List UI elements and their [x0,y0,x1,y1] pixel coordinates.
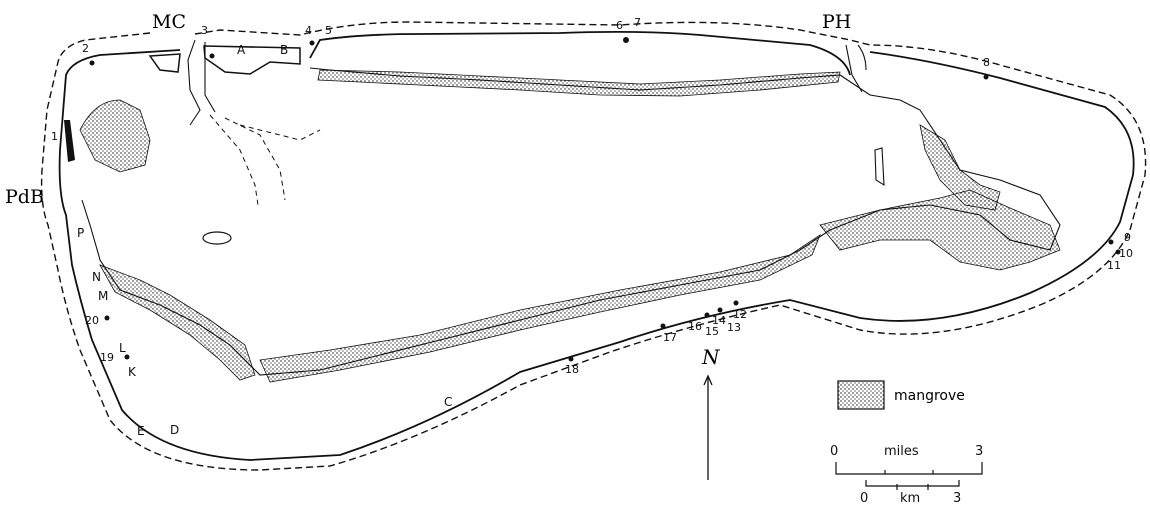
site-number-8: 8 [983,56,990,69]
channel-dashed-2 [224,117,286,201]
north-arrow-symbol: N [701,345,721,369]
letter-marker-d: D [170,423,179,437]
site-number-18: 18 [565,363,579,376]
site-number-12: 12 [733,308,747,321]
mangrove-patch-northeast [919,124,1001,211]
channel-dashed-1 [209,114,259,206]
mangrove-patch-west [79,99,151,173]
channel-mc-2 [204,42,216,113]
site-number-17: 17 [663,331,677,344]
site-number-3: 3 [201,24,208,37]
lagoon-islet [202,231,232,245]
site-dots [64,37,1121,362]
legend-swatch-mangrove [837,380,885,410]
north-arrow: N [701,345,721,480]
scale-km-max: 3 [953,491,961,506]
site-number-2: 2 [82,42,89,55]
northwest-islet [148,53,181,73]
site-number-5: 5 [325,24,332,37]
legend-label-mangrove: mangrove [894,388,965,404]
lagoon-islet [874,147,885,187]
site-number-15: 15 [705,325,719,338]
scale-miles-label: miles [884,444,919,459]
place-label-ph: PH [822,11,851,33]
place-label-pdb: PdB [5,186,44,208]
letter-marker-e: E [137,424,145,438]
reef-rim-line [58,49,1135,461]
letter-marker-c: C [444,395,452,409]
scale-km-label: km [900,491,920,506]
site-number-20: 20 [85,314,99,327]
mangrove-patch-north [317,69,841,97]
channel-dashed-3 [239,124,321,141]
site-number-16: 16 [688,320,702,333]
letter-marker-m: M [98,289,108,303]
scale-miles-min: 0 [830,444,838,459]
letter-marker-b: B [280,43,288,57]
letter-marker-l: L [119,341,126,355]
letter-marker-p: P [77,226,84,240]
mangrove-patch-south [259,233,821,383]
channel-mc [187,39,201,126]
channel-ph-2 [857,44,867,71]
letter-marker-a: A [237,43,246,57]
site-number-19: 19 [100,351,114,364]
site-number-7: 7 [634,16,641,29]
scale-km-min: 0 [860,491,868,506]
site-number-9: 9 [1124,231,1131,244]
scale-miles-max: 3 [975,444,983,459]
letter-marker-k: K [128,365,137,379]
legend: mangrove [837,380,965,410]
reef-rim-north [309,30,851,76]
mangrove-patch-southwest [99,264,256,381]
site-number-4: 4 [305,24,312,37]
site-number-10: 10 [1119,247,1133,260]
site-number-11: 11 [1107,259,1121,272]
letter-marker-n: N [92,270,101,284]
channel-ph [845,44,863,93]
reef-rim-a-b [203,45,301,75]
scale-bar: 0 miles 3 0 km 3 [830,444,983,506]
site-number-6: 6 [616,19,623,32]
site-number-1: 1 [51,130,58,143]
place-label-mc: MC [152,11,186,33]
site-number-13: 13 [727,321,741,334]
site-number-14: 14 [712,314,726,327]
mangrove-patch-east [819,189,1061,271]
outer-reef-line [40,21,1147,471]
